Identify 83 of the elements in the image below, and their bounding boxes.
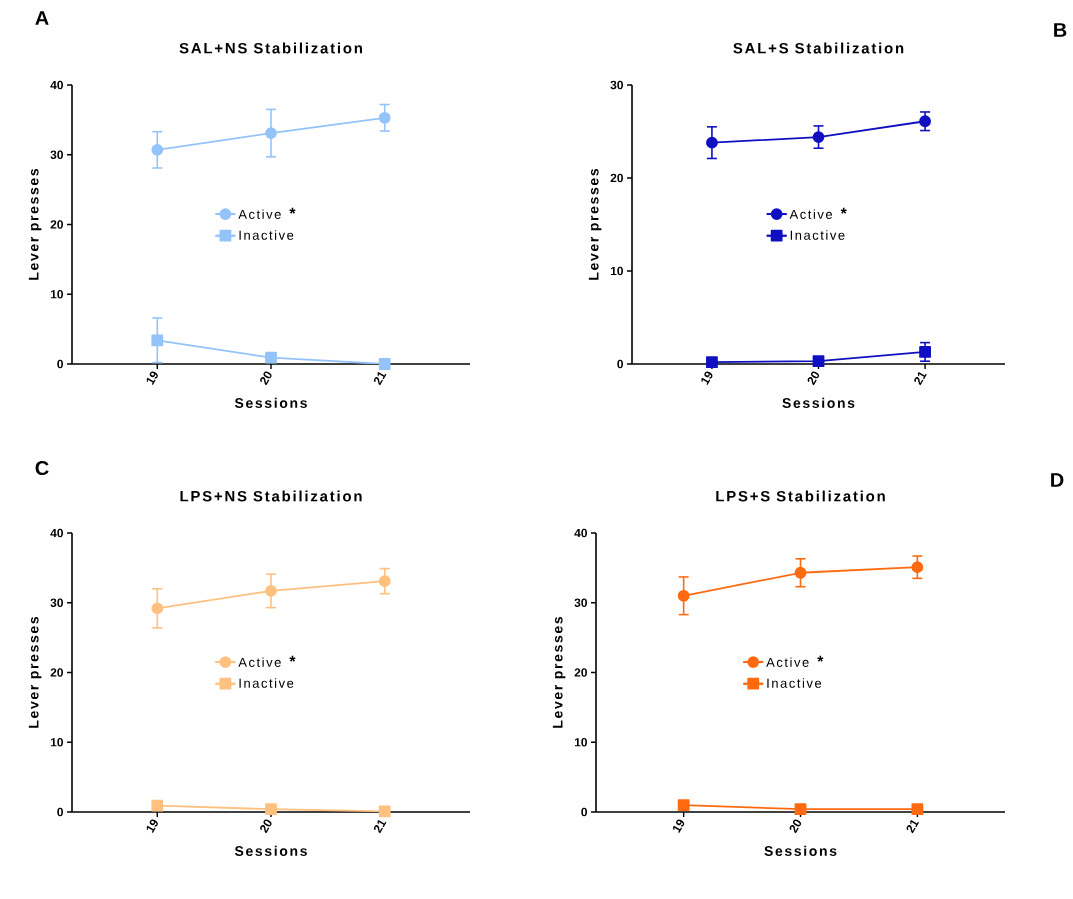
y-tick-label: 0 [617, 359, 623, 369]
legend-label: Active [766, 657, 809, 667]
y-axis-title: Lever presses [588, 168, 602, 280]
y-tick-label: 10 [610, 266, 623, 276]
point [919, 346, 931, 358]
y-tick-label: 10 [574, 738, 587, 747]
y-tick-label: 20 [610, 173, 623, 183]
x-tick-label: 21 [906, 819, 920, 834]
annotation: * [289, 207, 296, 214]
y-tick-label: 40 [50, 528, 63, 538]
point [151, 799, 164, 812]
annotation: * [817, 655, 824, 662]
x-tick-label: 20 [789, 819, 802, 834]
y-tick-label: 20 [50, 220, 63, 229]
point [378, 805, 391, 818]
x-tick-label: 20 [260, 371, 272, 386]
point [794, 803, 807, 816]
y-axis-title: Lever presses [28, 168, 42, 280]
point [151, 143, 164, 156]
x-tick-label: 20 [260, 819, 272, 834]
point [265, 584, 277, 597]
x-tick-label: 21 [373, 819, 387, 834]
legend-label: Inactive [239, 678, 294, 688]
point [794, 566, 807, 579]
legend-label: Active [238, 209, 281, 219]
y-tick-label: 20 [574, 668, 587, 677]
point [812, 131, 825, 143]
point [677, 799, 690, 811]
x-axis-title: Sessions [764, 845, 837, 856]
y-tick-label: 30 [574, 598, 587, 607]
annotation: * [289, 655, 296, 662]
text: D [1051, 473, 1064, 487]
legend-label: Inactive [767, 678, 822, 688]
point [911, 561, 924, 574]
point [265, 803, 277, 816]
chart-title: SAL+NS Stabilization [179, 42, 362, 54]
x-tick-label: 19 [673, 819, 685, 833]
x-tick-label: 20 [807, 371, 820, 386]
point [265, 351, 277, 364]
point [378, 111, 391, 124]
legend-label: Active [238, 657, 281, 667]
y-tick-label: 0 [581, 807, 587, 817]
text: A [35, 11, 49, 25]
y-tick-label: 30 [610, 80, 623, 90]
point [911, 803, 924, 816]
x-axis-title: Sessions [782, 397, 855, 408]
y-tick-label: 0 [57, 807, 63, 817]
x-tick-label: 21 [373, 371, 387, 386]
point [812, 355, 825, 368]
y-tick-label: 40 [574, 528, 587, 538]
x-tick-label: 19 [146, 819, 158, 833]
chart-title: LPS+S Stabilization [716, 490, 885, 502]
point [378, 358, 391, 370]
legend-label: Inactive [239, 230, 294, 240]
x-tick-label: 19 [146, 371, 158, 385]
text: C [35, 460, 49, 476]
x-axis-title: Sessions [234, 845, 307, 856]
y-tick-label: 0 [57, 359, 63, 369]
text: B [1054, 23, 1067, 37]
chart-title: LPS+NS Stabilization [180, 490, 362, 502]
y-axis-title: Lever presses [552, 616, 566, 728]
y-tick-label: 20 [50, 668, 63, 677]
point [706, 356, 718, 369]
y-axis-title: Lever presses [28, 616, 42, 728]
point [919, 115, 931, 128]
chart-title: SAL+S Stabilization [733, 42, 904, 54]
x-tick-label: 19 [701, 371, 713, 385]
x-axis-title: Sessions [234, 397, 307, 408]
y-tick-label: 30 [50, 150, 63, 159]
point [151, 334, 164, 347]
legend-label: Active [789, 209, 833, 219]
legend-label: Inactive [790, 230, 845, 240]
point [265, 127, 277, 140]
y-tick-label: 30 [50, 598, 63, 607]
y-tick-label: 10 [50, 738, 63, 747]
point [677, 589, 690, 602]
y-tick-label: 10 [50, 290, 63, 299]
x-tick-label: 21 [914, 371, 927, 386]
point [706, 136, 718, 149]
annotation: * [840, 207, 847, 214]
point [378, 575, 391, 588]
y-tick-label: 40 [50, 80, 63, 90]
point [151, 602, 164, 615]
